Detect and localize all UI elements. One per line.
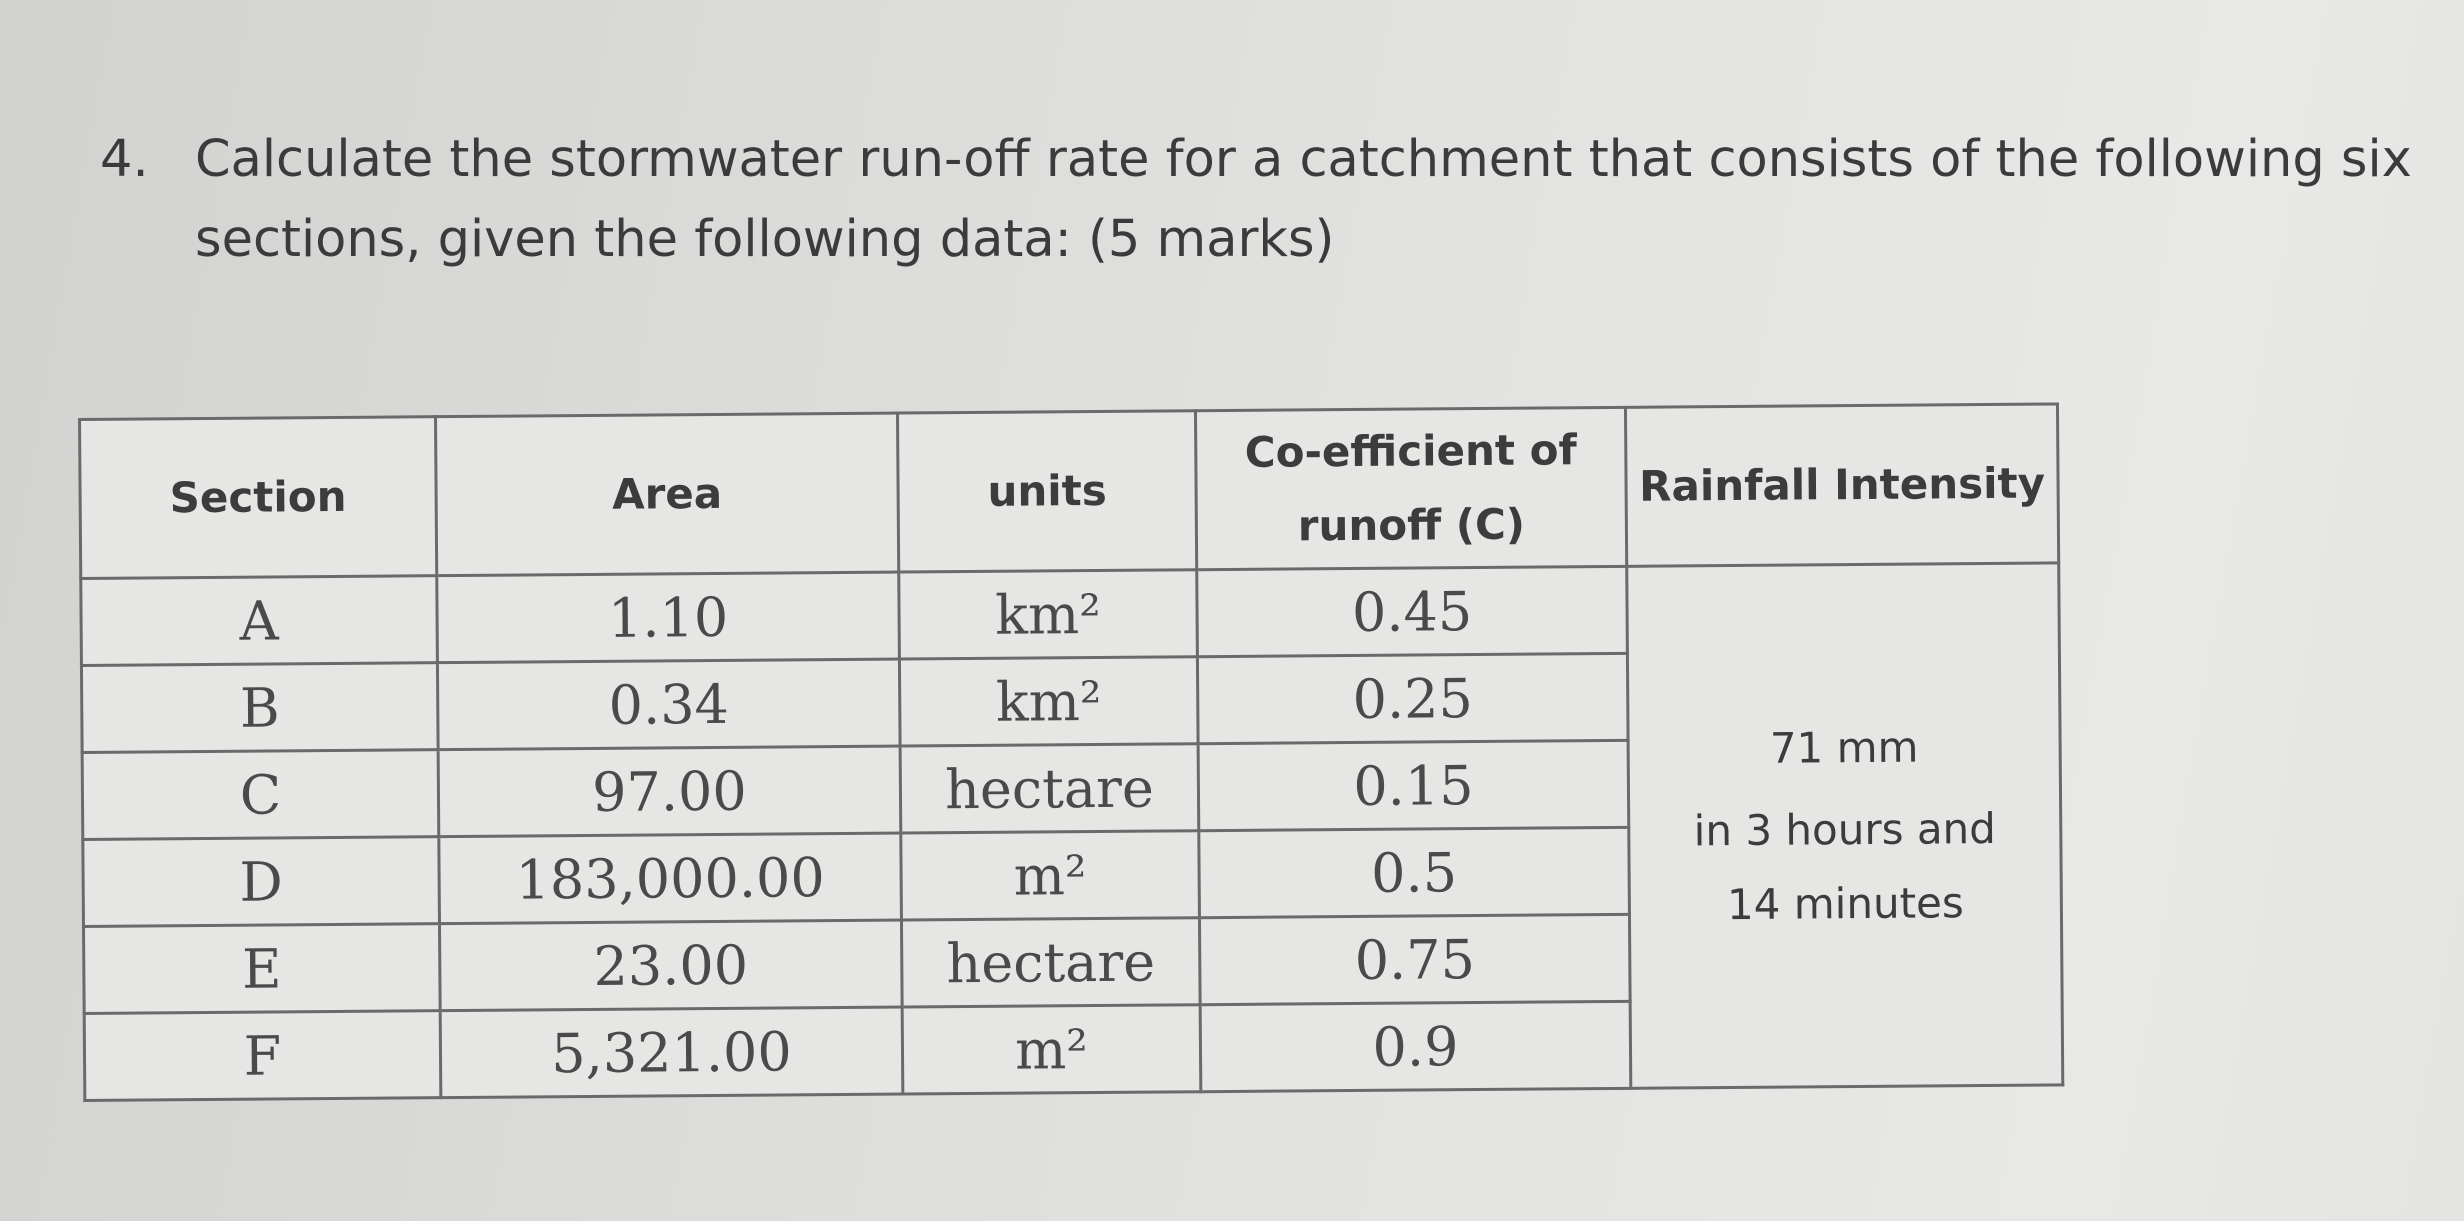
cell-section: D bbox=[82, 836, 440, 927]
cell-area: 1.10 bbox=[436, 572, 900, 663]
rainfall-amount: 71 mm bbox=[1769, 722, 1919, 773]
cell-coefficient: 0.15 bbox=[1198, 740, 1629, 831]
cell-area: 97.00 bbox=[438, 746, 901, 837]
cell-area: 0.34 bbox=[437, 659, 901, 750]
cell-section: A bbox=[80, 575, 438, 666]
cell-units: km² bbox=[899, 656, 1199, 747]
header-area: Area bbox=[435, 413, 899, 576]
rainfall-duration-line2: 14 minutes bbox=[1726, 877, 1964, 929]
cell-area: 183,000.00 bbox=[438, 833, 902, 924]
catchment-data-table: Section Area units Co-efficient of runof… bbox=[78, 402, 2065, 1102]
cell-units: km² bbox=[898, 569, 1198, 660]
cell-units: m² bbox=[902, 1004, 1201, 1095]
cell-units: m² bbox=[900, 830, 1200, 921]
data-table-container: Section Area units Co-efficient of runof… bbox=[78, 402, 2065, 1102]
rainfall-duration-line1: in 3 hours and bbox=[1693, 803, 1997, 855]
cell-section: B bbox=[81, 662, 439, 753]
header-section: Section bbox=[79, 416, 437, 579]
cell-units: hectare bbox=[901, 917, 1201, 1008]
cell-coefficient: 0.25 bbox=[1197, 653, 1629, 744]
header-coefficient: Co-efficient of runoff (C) bbox=[1195, 407, 1627, 570]
cell-section: E bbox=[83, 923, 441, 1014]
cell-units: hectare bbox=[900, 743, 1199, 834]
cell-area: 23.00 bbox=[439, 920, 903, 1011]
table-row: A 1.10 km² 0.45 71 mm in 3 hours and 14 … bbox=[80, 562, 2063, 1089]
cell-coefficient: 0.75 bbox=[1199, 914, 1631, 1005]
table-header-row: Section Area units Co-efficient of runof… bbox=[79, 403, 2059, 579]
cell-section: C bbox=[82, 749, 439, 840]
cell-coefficient: 0.45 bbox=[1196, 566, 1628, 657]
cell-coefficient: 0.9 bbox=[1200, 1001, 1631, 1092]
header-rainfall: Rainfall Intensity bbox=[1625, 403, 2059, 567]
question-number: 4. bbox=[100, 130, 149, 189]
cell-coefficient: 0.5 bbox=[1198, 827, 1630, 918]
header-units: units bbox=[897, 410, 1197, 573]
question-text: Calculate the stormwater run-off rate fo… bbox=[195, 130, 2412, 269]
cell-area: 5,321.00 bbox=[440, 1007, 903, 1098]
cell-section: F bbox=[84, 1010, 441, 1101]
cell-rainfall-intensity: 71 mm in 3 hours and 14 minutes bbox=[1626, 562, 2063, 1089]
